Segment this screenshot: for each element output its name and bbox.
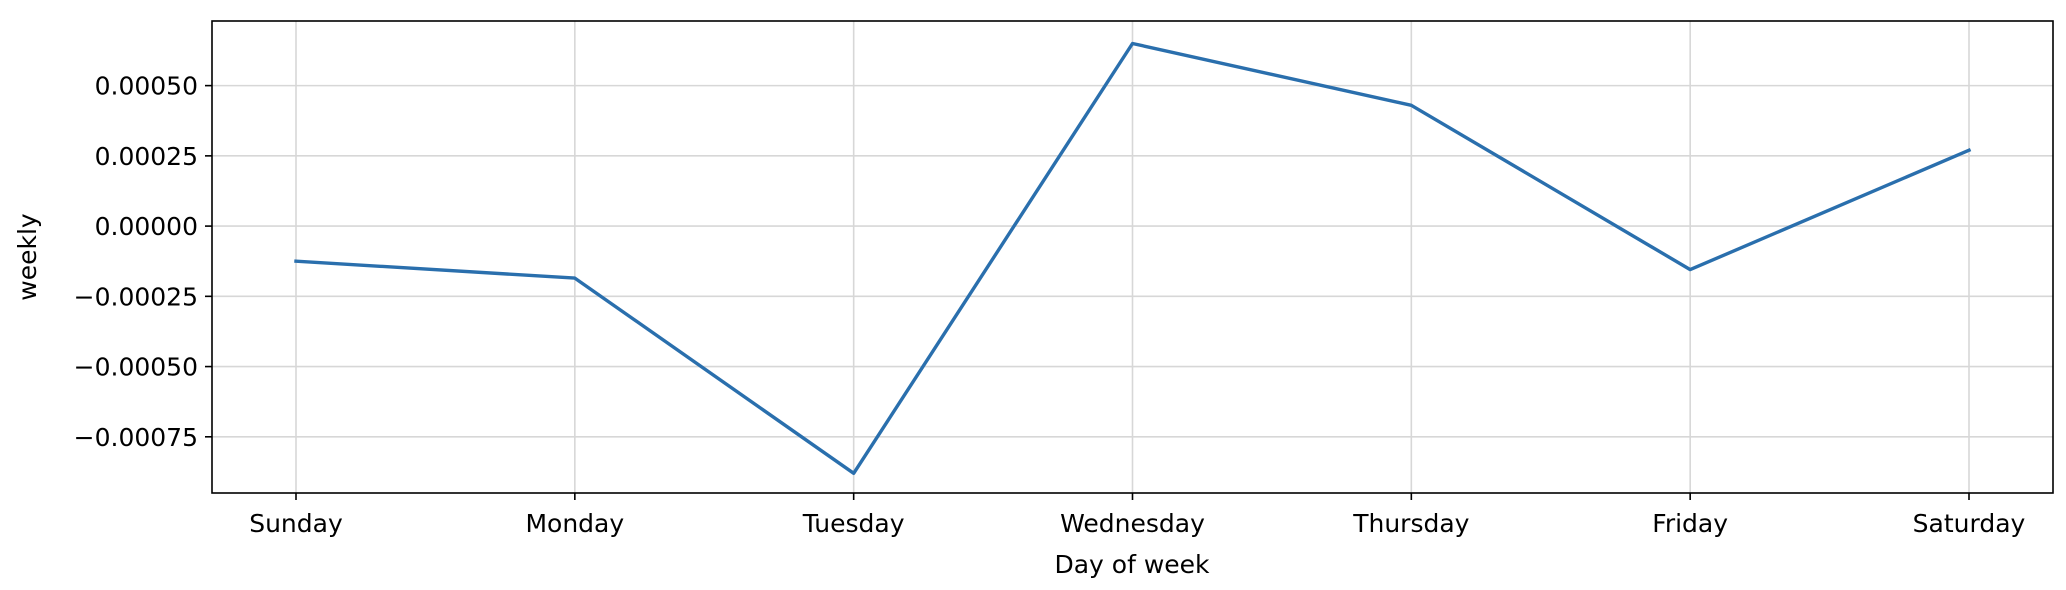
x-tick-label: Wednesday [1060,509,1205,538]
y-tick-label: −0.00025 [74,282,198,311]
y-axis-label: weekly [13,213,42,301]
x-tick-label: Friday [1652,509,1728,538]
x-tick-label: Saturday [1913,509,2026,538]
series-line [294,41,1972,475]
x-axis: Sunday Monday Tuesday Wednesday Thursday Frid… [249,493,2026,538]
y-tick-label: 0.00000 [95,212,198,241]
y-tick-label: 0.00025 [95,142,198,171]
grid-layer [212,21,2053,493]
x-tick-label: Monday [525,509,624,538]
y-tick-label: −0.00050 [74,353,198,382]
x-axis-label: Day of week [1054,550,1210,579]
y-tick-label: −0.00075 [74,423,198,452]
x-tick-label: Thursday [1352,509,1469,538]
y-tick-label: 0.00050 [95,72,198,101]
x-tick-label: Sunday [249,509,343,538]
y-axis: −0.00075 −0.00050 −0.00025 0.00000 0.00025 0.… [74,72,212,452]
series-layer [294,41,1972,475]
x-tick-label: Tuesday [802,509,905,538]
